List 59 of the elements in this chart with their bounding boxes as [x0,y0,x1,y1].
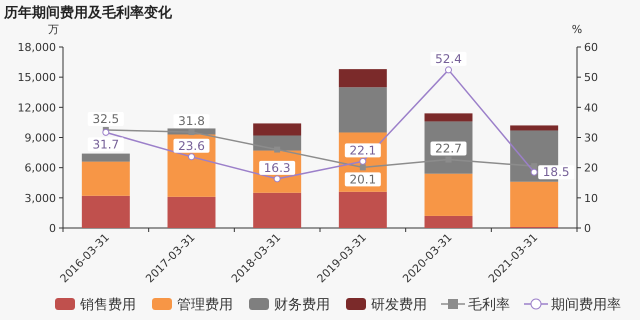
data-label: 32.5 [92,112,120,126]
data-label: 52.4 [435,52,462,66]
point [359,158,366,165]
bar [253,135,302,151]
bar [82,196,130,228]
bar [338,192,387,228]
bar [253,123,302,136]
y-tick-label: 15,000 [18,71,56,84]
y-tick-label: 3,000 [24,192,56,205]
bar [168,196,216,228]
point [102,128,110,136]
y-tick-label: 9,000 [24,132,56,144]
data-label: 31.8 [178,114,205,128]
data-label: 18.5 [542,165,570,180]
legend-label: 财务费用 [274,297,330,313]
y2-tick-label: 40 [584,101,598,114]
bar [510,125,558,130]
bar [424,113,472,122]
y2-tick-label: 20 [584,162,598,175]
data-label: 31.7 [92,137,120,152]
bar [82,162,130,196]
point [360,164,366,170]
y2-tick-label: 10 [584,192,598,205]
bar [424,174,472,216]
bar [338,69,387,88]
point [446,156,452,163]
data-label: 22.7 [435,142,462,156]
point [274,146,280,153]
y2-axis-title: % [572,23,582,36]
point [530,168,538,176]
point [274,175,281,182]
legend-label: 研发费用 [371,297,427,313]
legend-label: 管理费用 [177,297,233,313]
data-label: 23.6 [178,138,205,153]
y2-tick-label: 30 [584,132,598,144]
legend-label: 销售费用 [79,297,136,313]
y-tick-label: 12,000 [18,101,56,114]
point [445,66,452,74]
point [188,153,195,160]
data-label: 22.1 [349,143,376,158]
y-tick-label: 18,000 [18,41,56,54]
bar [424,216,472,228]
y2-tick-label: 60 [584,41,598,54]
y2-tick-label: 0 [584,222,591,235]
bar [82,154,130,162]
y-tick-label: 6,000 [24,162,56,175]
data-label: 20.1 [349,172,376,186]
data-label: 16.3 [264,160,291,175]
chart-title: 历年期间费用及毛利率变化 [3,4,173,21]
legend-label: 毛利率 [468,297,510,313]
legend-label: 期间费用率 [551,297,621,313]
y-tick-label: 0 [49,222,56,235]
bar [338,87,387,132]
point [531,163,538,170]
y2-tick-label: 50 [584,71,598,84]
bar [253,192,302,228]
point [188,129,194,136]
y-axis-title: 万 [48,23,59,36]
bar [510,182,558,227]
